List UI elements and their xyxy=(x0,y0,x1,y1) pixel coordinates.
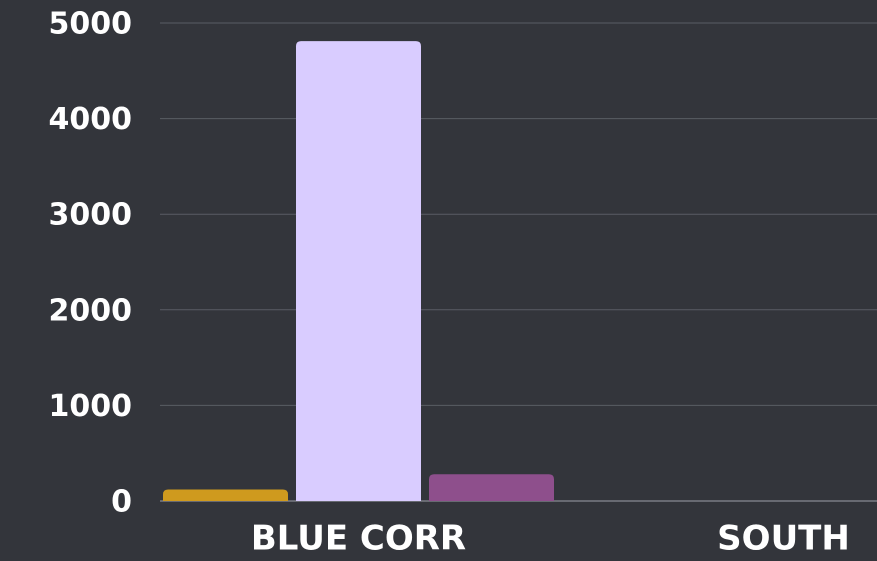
y-tick-label: 3000 xyxy=(49,198,133,233)
x-tick-label: BLUE CORR xyxy=(251,519,466,559)
bar xyxy=(296,41,421,501)
y-tick-label: 2000 xyxy=(49,293,133,328)
y-tick-label: 4000 xyxy=(49,102,133,137)
y-tick-label: 5000 xyxy=(49,7,133,42)
bar xyxy=(429,474,554,501)
y-tick-label: 0 xyxy=(111,485,132,520)
bar xyxy=(163,489,288,501)
x-tick-label: SOUTH xyxy=(717,519,850,559)
y-tick-label: 1000 xyxy=(49,389,133,424)
